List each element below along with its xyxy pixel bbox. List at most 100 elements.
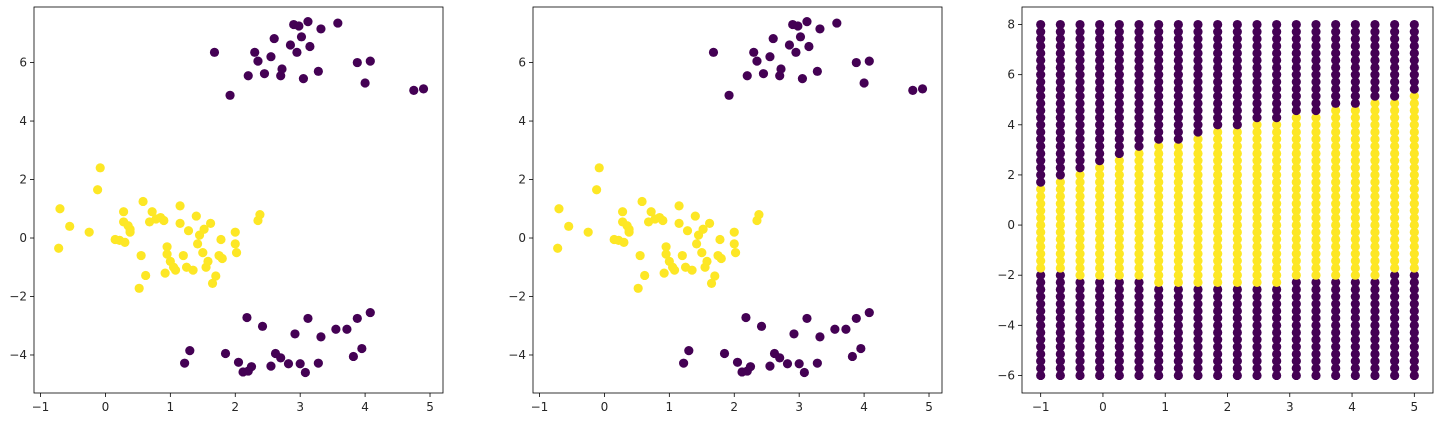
scatter-point-s1-39 [290, 329, 300, 339]
grid-point-9-40 [1213, 84, 1223, 94]
grid-point-13-7 [1291, 320, 1301, 330]
grid-point-12-22 [1272, 213, 1282, 223]
grid-point-19-29 [1409, 163, 1419, 173]
scatter-point-s0-16 [637, 196, 647, 207]
scatter-point-s0-9 [617, 207, 628, 217]
grid-point-16-18 [1350, 241, 1360, 252]
grid-point-0-9 [1036, 306, 1046, 316]
grid-point-8-33 [1193, 134, 1203, 144]
grid-point-16-3 [1350, 349, 1360, 359]
scatter-point-s1-22 [859, 78, 869, 88]
grid-point-0-46 [1036, 41, 1046, 51]
scatter-point-s1-46 [342, 324, 352, 334]
grid-point-5-23 [1134, 206, 1144, 216]
grid-point-13-0 [1291, 370, 1301, 381]
grid-point-19-36 [1409, 113, 1419, 123]
scatter-point-s0-15 [635, 250, 645, 261]
grid-point-5-26 [1134, 184, 1144, 194]
grid-point-9-32 [1213, 141, 1223, 151]
grid-point-9-2 [1213, 356, 1223, 366]
grid-point-18-29 [1390, 163, 1400, 173]
grid-point-13-2 [1291, 356, 1301, 366]
grid-point-2-13 [1075, 277, 1085, 287]
scatter-point-s1-0 [708, 47, 719, 57]
grid-point-1-10 [1055, 299, 1065, 309]
grid-point-19-9 [1409, 306, 1419, 316]
grid-point-8-34 [1193, 127, 1203, 137]
grid-point-4-28 [1114, 170, 1124, 180]
grid-point-13-11 [1291, 292, 1301, 302]
grid-point-1-17 [1055, 249, 1065, 259]
grid-point-18-27 [1390, 177, 1400, 187]
grid-point-17-16 [1370, 256, 1380, 266]
scatter-point-s0-36 [692, 239, 702, 249]
grid-point-7-4 [1173, 342, 1183, 352]
grid-point-14-34 [1311, 127, 1321, 137]
x-tick-label: 2 [1224, 400, 1232, 414]
grid-point-8-40 [1193, 84, 1203, 94]
grid-point-19-43 [1409, 62, 1419, 73]
grid-point-17-6 [1370, 327, 1380, 338]
scatter-point-s0-9 [118, 207, 129, 217]
grid-point-17-23 [1370, 206, 1380, 216]
grid-point-17-45 [1370, 48, 1380, 58]
grid-point-6-16 [1154, 256, 1164, 266]
grid-point-3-4 [1095, 342, 1105, 352]
grid-point-19-33 [1409, 134, 1419, 144]
x-tick-label: 3 [1286, 400, 1294, 414]
grid-point-7-18 [1173, 241, 1183, 252]
grid-point-14-17 [1311, 249, 1321, 259]
grid-point-7-23 [1173, 206, 1183, 216]
grid-point-0-22 [1036, 213, 1046, 223]
x-tick-label: 5 [925, 400, 933, 414]
grid-point-6-48 [1154, 27, 1164, 37]
grid-point-3-13 [1095, 277, 1105, 287]
grid-point-9-31 [1213, 148, 1223, 159]
grid-point-15-32 [1331, 141, 1341, 151]
grid-point-14-12 [1311, 284, 1321, 295]
grid-point-8-25 [1193, 191, 1203, 202]
grid-point-15-23 [1331, 206, 1341, 216]
grid-point-14-5 [1311, 335, 1321, 345]
grid-point-8-28 [1193, 170, 1203, 180]
grid-point-19-35 [1409, 120, 1419, 130]
scatter-point-s1-24 [409, 85, 419, 95]
grid-point-11-18 [1252, 241, 1262, 252]
grid-point-9-34 [1213, 127, 1223, 137]
grid-point-1-34 [1055, 127, 1065, 137]
grid-point-15-18 [1331, 241, 1341, 252]
grid-point-11-39 [1252, 91, 1262, 101]
grid-point-6-40 [1154, 84, 1164, 94]
grid-point-2-20 [1075, 227, 1085, 237]
grid-point-4-33 [1114, 134, 1124, 144]
grid-point-10-5 [1232, 335, 1242, 345]
grid-point-16-48 [1350, 27, 1360, 37]
scatter-point-s1-18 [313, 66, 323, 76]
grid-point-14-15 [1311, 263, 1321, 273]
grid-point-9-45 [1213, 48, 1223, 58]
grid-point-0-11 [1036, 292, 1046, 302]
grid-point-5-20 [1134, 227, 1144, 237]
grid-point-1-21 [1055, 220, 1065, 230]
grid-point-2-1 [1075, 363, 1085, 373]
scatter-point-s0-23 [659, 268, 669, 278]
grid-point-5-43 [1134, 62, 1144, 73]
grid-point-11-24 [1252, 198, 1262, 209]
grid-point-3-45 [1095, 48, 1105, 58]
grid-point-7-38 [1173, 98, 1183, 108]
grid-point-4-39 [1114, 91, 1124, 101]
grid-point-8-39 [1193, 91, 1203, 101]
grid-point-19-38 [1409, 98, 1419, 108]
grid-point-15-16 [1331, 256, 1341, 266]
scatter-point-s1-13 [793, 21, 803, 31]
grid-point-16-10 [1350, 299, 1360, 309]
scatter-point-s1-24 [908, 85, 918, 95]
scatter-point-s0-52 [754, 210, 764, 220]
grid-point-9-12 [1213, 284, 1223, 295]
grid-point-14-31 [1311, 148, 1321, 159]
grid-point-19-18 [1409, 241, 1419, 252]
grid-point-7-19 [1173, 234, 1183, 244]
grid-point-12-12 [1272, 284, 1282, 295]
grid-point-0-35 [1036, 120, 1046, 130]
grid-point-2-25 [1075, 191, 1085, 202]
